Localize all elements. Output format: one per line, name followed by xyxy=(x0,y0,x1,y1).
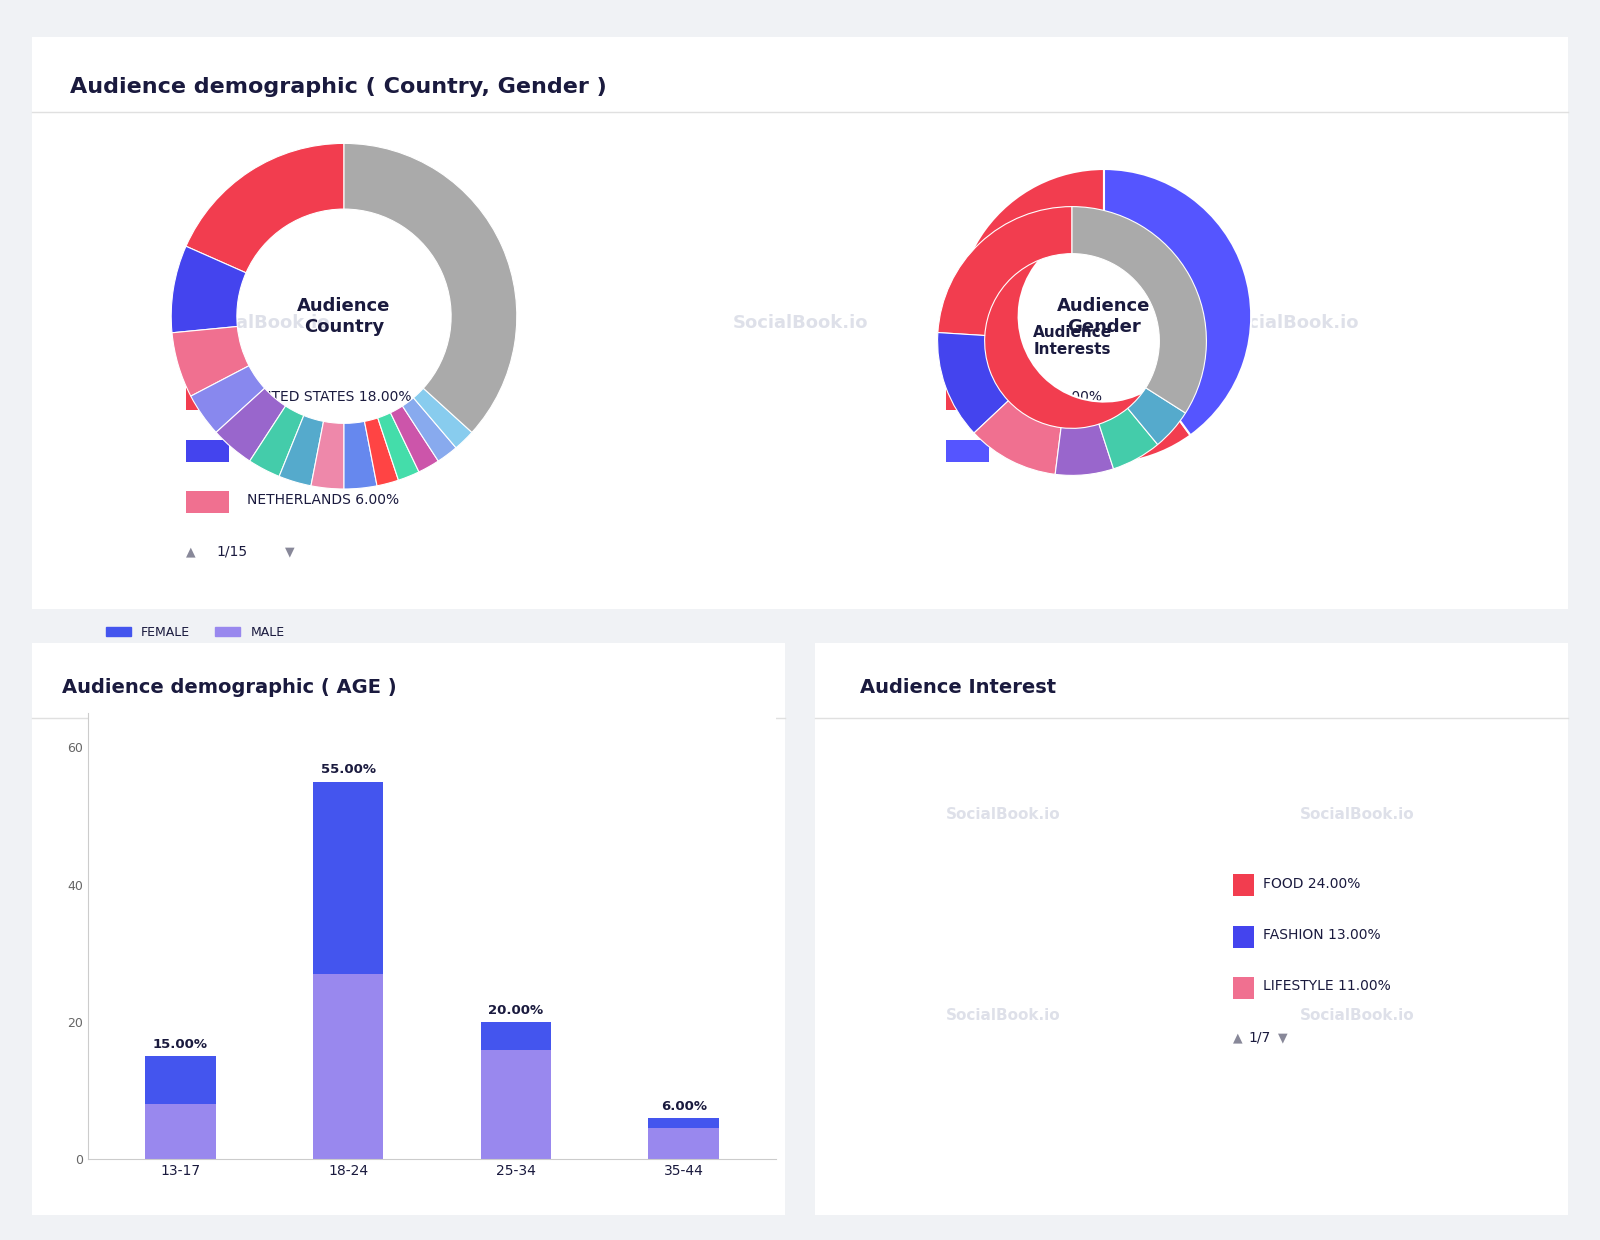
Bar xyxy=(186,388,229,410)
Text: LIFESTYLE 11.00%: LIFESTYLE 11.00% xyxy=(1262,980,1390,993)
Wedge shape xyxy=(310,422,344,489)
Text: 55.00%: 55.00% xyxy=(320,763,376,776)
Wedge shape xyxy=(1104,169,1251,435)
Wedge shape xyxy=(171,247,246,332)
Bar xyxy=(314,781,384,973)
Text: SocialBook.io: SocialBook.io xyxy=(195,314,330,332)
Text: ▲: ▲ xyxy=(186,546,195,558)
Bar xyxy=(186,491,229,513)
Text: Audience demographic ( Country, Gender ): Audience demographic ( Country, Gender ) xyxy=(70,77,606,97)
Text: FASHION 13.00%: FASHION 13.00% xyxy=(1262,928,1381,942)
Text: Audience
Interests: Audience Interests xyxy=(1032,325,1112,357)
Wedge shape xyxy=(974,401,1061,475)
Wedge shape xyxy=(171,326,250,396)
Bar xyxy=(314,781,384,1159)
Wedge shape xyxy=(365,418,398,486)
Bar xyxy=(946,440,989,461)
Text: UNITED STATES 18.00%: UNITED STATES 18.00% xyxy=(246,391,411,404)
Text: FEMALE 40.00%: FEMALE 40.00% xyxy=(1008,441,1118,456)
Wedge shape xyxy=(1054,424,1114,475)
Text: ITALY 8.00%: ITALY 8.00% xyxy=(246,441,331,456)
Wedge shape xyxy=(250,405,304,476)
Text: Audience
Country: Audience Country xyxy=(298,296,390,336)
Wedge shape xyxy=(1099,408,1158,469)
Bar xyxy=(1234,926,1254,947)
Text: 20.00%: 20.00% xyxy=(488,1003,544,1017)
Wedge shape xyxy=(278,415,323,486)
Wedge shape xyxy=(390,405,438,472)
Text: ▼: ▼ xyxy=(1278,1032,1288,1044)
Bar xyxy=(146,1056,216,1105)
Wedge shape xyxy=(186,144,344,273)
Text: MALE 60.00%: MALE 60.00% xyxy=(1008,391,1102,404)
Text: NETHERLANDS 6.00%: NETHERLANDS 6.00% xyxy=(246,494,398,507)
Text: SocialBook.io: SocialBook.io xyxy=(427,921,541,936)
Wedge shape xyxy=(938,332,1008,433)
Wedge shape xyxy=(957,169,1190,464)
Bar xyxy=(946,388,989,410)
Bar xyxy=(648,1118,718,1128)
Text: 15.00%: 15.00% xyxy=(152,1038,208,1050)
Text: Audience Interest: Audience Interest xyxy=(861,678,1056,697)
Wedge shape xyxy=(1128,388,1186,445)
Bar xyxy=(1234,977,1254,999)
Text: SocialBook.io: SocialBook.io xyxy=(946,807,1061,822)
Bar xyxy=(146,1056,216,1159)
Wedge shape xyxy=(378,413,419,480)
Wedge shape xyxy=(938,207,1072,336)
Text: FOOD 24.00%: FOOD 24.00% xyxy=(1262,877,1360,890)
Text: SocialBook.io: SocialBook.io xyxy=(946,1008,1061,1023)
Text: SocialBook.io: SocialBook.io xyxy=(1224,314,1360,332)
Wedge shape xyxy=(344,144,517,433)
Wedge shape xyxy=(403,398,456,461)
Bar xyxy=(648,1118,718,1159)
Text: 1/15: 1/15 xyxy=(216,544,248,559)
Wedge shape xyxy=(190,366,264,433)
Text: SocialBook.io: SocialBook.io xyxy=(141,921,254,936)
Text: SocialBook.io: SocialBook.io xyxy=(733,314,867,332)
Text: ▲: ▲ xyxy=(1234,1032,1243,1044)
Wedge shape xyxy=(216,388,285,461)
Wedge shape xyxy=(1072,207,1206,413)
Text: 1/7: 1/7 xyxy=(1248,1030,1270,1045)
Text: SocialBook.io: SocialBook.io xyxy=(1299,1008,1414,1023)
Wedge shape xyxy=(344,422,378,489)
Text: 6.00%: 6.00% xyxy=(661,1100,707,1112)
Text: Audience
Gender: Audience Gender xyxy=(1058,296,1150,336)
Bar xyxy=(186,440,229,461)
Text: Audience demographic ( AGE ): Audience demographic ( AGE ) xyxy=(62,678,397,697)
Text: ▼: ▼ xyxy=(285,546,294,558)
Text: SocialBook.io: SocialBook.io xyxy=(1299,807,1414,822)
Wedge shape xyxy=(413,388,472,448)
Bar xyxy=(480,1022,550,1159)
Bar xyxy=(1234,874,1254,897)
Bar xyxy=(480,1022,550,1049)
Legend: FEMALE, MALE: FEMALE, MALE xyxy=(101,621,290,644)
